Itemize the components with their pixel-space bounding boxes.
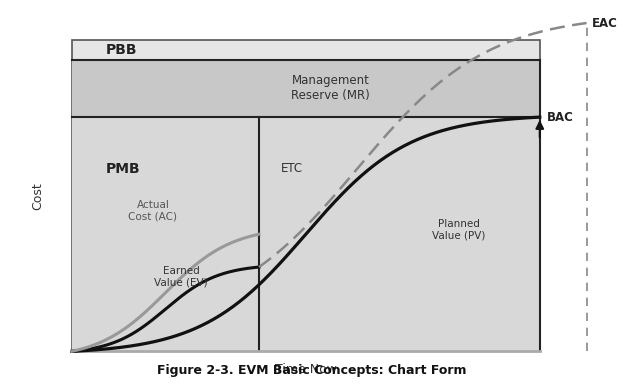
Text: Figure 2-3. EVM Basic Concepts: Chart Form: Figure 2-3. EVM Basic Concepts: Chart Fo…	[157, 364, 467, 377]
Bar	[72, 60, 540, 117]
Text: Actual
Cost (AC): Actual Cost (AC)	[129, 200, 177, 222]
Text: Planned
Value (PV): Planned Value (PV)	[432, 219, 485, 240]
Bar	[72, 117, 540, 351]
Text: Time Now: Time Now	[275, 363, 337, 376]
Text: PMB: PMB	[106, 162, 140, 175]
Text: Earned
Value (EV): Earned Value (EV)	[154, 266, 208, 287]
Text: ETC: ETC	[281, 162, 303, 175]
Text: Cost: Cost	[31, 182, 44, 210]
Text: EAC: EAC	[592, 17, 617, 30]
Bar	[72, 40, 540, 351]
Text: BAC: BAC	[547, 111, 574, 124]
Text: Management
Reserve (MR): Management Reserve (MR)	[291, 74, 370, 102]
Text: PBB: PBB	[106, 43, 137, 57]
